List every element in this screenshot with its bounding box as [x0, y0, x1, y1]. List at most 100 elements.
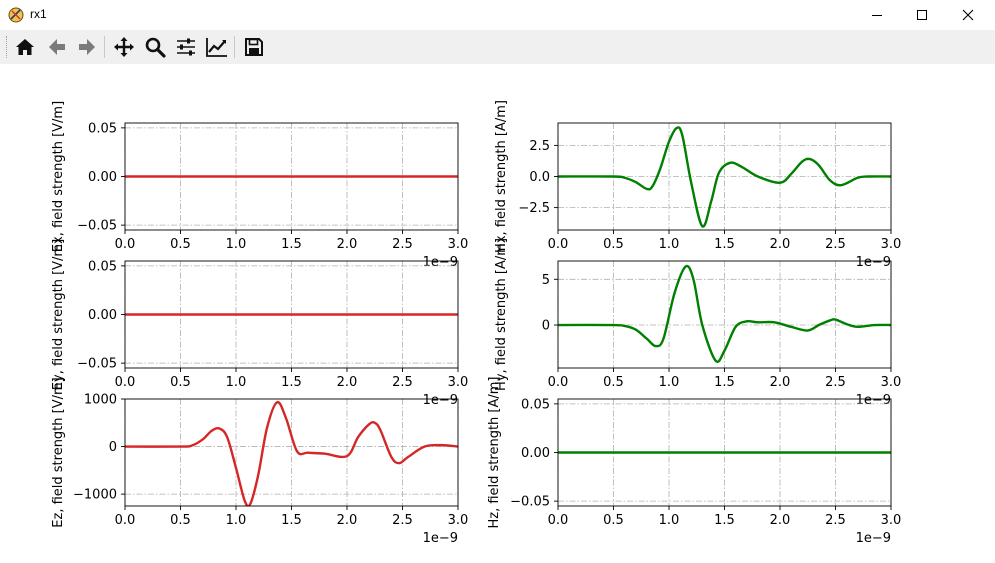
- x-tick-label: 0.0: [115, 513, 136, 528]
- x-tick-label: 0.5: [603, 237, 624, 252]
- back-arrow-icon: [49, 39, 65, 55]
- series-line: [558, 126, 891, 228]
- y-tick-label: 5: [542, 273, 550, 288]
- toolbar-grip: [6, 36, 10, 58]
- series-line: [125, 401, 458, 506]
- figure-svg: 0.0 0.5 1.0 1.5 2.0 2.5 3.00.050.00−0.051e−9Ex…: [51, 100, 901, 546]
- y-tick-label: 0.0: [529, 170, 550, 185]
- x-tick-label: 0.5: [170, 375, 191, 390]
- x-tick-label: 2.0: [337, 375, 358, 390]
- x-tick-label: 2.0: [770, 513, 791, 528]
- zoom-icon: [145, 37, 166, 58]
- forward-button[interactable]: [74, 34, 100, 60]
- x-tick-label: 2.5: [825, 237, 846, 252]
- subplot-4: 0.0 0.5 1.0 1.5 2.0 2.5 3.0 5 0 1e−9 Hy, field str…: [494, 238, 901, 408]
- back-button[interactable]: [44, 34, 70, 60]
- configure-subplots-button[interactable]: [173, 34, 199, 60]
- x-tick-label: 1.0: [226, 513, 247, 528]
- x-tick-label: 1.0: [659, 237, 680, 252]
- window-right-edge: [979, 64, 995, 563]
- x-tick-label: 3.0: [881, 513, 902, 528]
- subplot-6: 0.0 0.5 1.0 1.5 2.0 2.5 3.0 0.05 0.00 −0.05 1e−9 Hz…: [487, 376, 901, 546]
- x-tick-label: 0.0: [115, 237, 136, 252]
- x-tick-label: 1.5: [281, 237, 302, 252]
- x-tick-label: 2.5: [392, 237, 413, 252]
- x-tick-label: 0.5: [170, 513, 191, 528]
- maximize-icon: [917, 10, 927, 20]
- y-axis-label: Ez, field strength [V/m]: [51, 377, 66, 527]
- x-tick-label: 0.0: [548, 513, 569, 528]
- x-tick-label: 0.5: [170, 237, 191, 252]
- x-tick-label: 0.5: [603, 513, 624, 528]
- home-icon: [16, 39, 34, 55]
- x-tick-label: 2.0: [770, 237, 791, 252]
- zoom-button[interactable]: [142, 34, 168, 60]
- edit-axis-icon: [206, 38, 227, 57]
- y-tick-label: 0: [542, 319, 550, 334]
- x-tick-label: 2.5: [392, 375, 413, 390]
- save-icon: [245, 38, 263, 56]
- y-tick-label: 0.00: [88, 308, 117, 323]
- x-tick-label: 1.0: [659, 375, 680, 390]
- figure-canvas[interactable]: 0.0 0.5 1.0 1.5 2.0 2.5 3.0 0.05 0.00 −0.05 1e−9 Ex…: [0, 64, 979, 558]
- x-tick-label: 1.5: [714, 375, 735, 390]
- x-tick-label: 2.5: [825, 375, 846, 390]
- subplot-2: 0.0 0.5 1.0 1.5 2.0 2.5 3.0 2.5 0.0 −2.5 1e−9 Hx, f…: [494, 100, 901, 270]
- minimize-icon: [872, 15, 882, 16]
- window-title: rx1: [30, 7, 47, 21]
- configure-subplots-icon: [177, 38, 195, 56]
- y-tick-label: −2.5: [518, 201, 550, 216]
- subplot-3: 0.0 0.5 1.0 1.5 2.0 2.5 3.0 0.05 0.00 −0.05 1e−9 Ey…: [51, 239, 468, 408]
- y-axis-label: Ex, field strength [V/m]: [51, 101, 66, 252]
- x-tick-label: 1.5: [714, 237, 735, 252]
- x-offset-label: 1e−9: [423, 393, 458, 408]
- y-axis-label: Ey, field strength [V/m]: [51, 239, 66, 390]
- y-tick-label: −0.05: [77, 357, 117, 372]
- subplot-5: 0.0 0.5 1.0 1.5 2.0 2.5 3.0 1000 0 −1000 1e−9 Ez, f…: [51, 377, 468, 546]
- pan-button[interactable]: [111, 34, 137, 60]
- y-axis-label: Hx, field strength [A/m]: [494, 100, 509, 253]
- x-tick-label: 3.0: [881, 375, 902, 390]
- home-button[interactable]: [12, 34, 38, 60]
- x-tick-label: 1.5: [281, 513, 302, 528]
- y-tick-label: 0.05: [88, 121, 117, 136]
- y-axis-label: Hy, field strength [A/m]: [494, 238, 509, 391]
- close-button[interactable]: [945, 0, 991, 30]
- y-tick-label: 0.00: [88, 170, 117, 185]
- y-tick-label: 2.5: [529, 139, 550, 154]
- maximize-button[interactable]: [899, 0, 945, 30]
- save-button[interactable]: [241, 34, 267, 60]
- y-tick-label: 0: [109, 440, 117, 455]
- y-tick-label: −1000: [73, 488, 117, 503]
- edit-axis-button[interactable]: [204, 34, 230, 60]
- x-tick-label: 0.0: [548, 237, 569, 252]
- x-tick-label: 3.0: [881, 237, 902, 252]
- x-tick-label: 3.0: [448, 513, 469, 528]
- x-tick-label: 0.0: [548, 375, 569, 390]
- x-tick-label: 1.0: [226, 237, 247, 252]
- x-tick-label: 2.5: [825, 513, 846, 528]
- x-tick-label: 0.5: [603, 375, 624, 390]
- x-tick-label: 0.0: [115, 375, 136, 390]
- x-offset-label: 1e−9: [423, 531, 458, 546]
- app-logo-icon: [8, 7, 24, 23]
- y-tick-label: 0.05: [521, 397, 550, 412]
- x-tick-label: 2.0: [337, 237, 358, 252]
- window-bottom-edge: [0, 558, 995, 563]
- minimize-button[interactable]: [854, 0, 900, 30]
- x-tick-label: 1.0: [226, 375, 247, 390]
- toolbar-separator: [234, 36, 235, 58]
- y-tick-label: −0.05: [510, 495, 550, 510]
- x-offset-label: 1e−9: [856, 393, 891, 408]
- forward-arrow-icon: [79, 39, 95, 55]
- close-icon: [962, 9, 974, 21]
- x-offset-label: 1e−9: [856, 255, 891, 270]
- series-line: [558, 264, 891, 363]
- x-tick-label: 2.0: [770, 375, 791, 390]
- x-offset-label: 1e−9: [423, 255, 458, 270]
- subplot-1: 0.0 0.5 1.0 1.5 2.0 2.5 3.0 0.05 0.00 −0.05 1e−9 Ex…: [51, 101, 468, 270]
- x-tick-label: 3.0: [448, 375, 469, 390]
- x-offset-label: 1e−9: [856, 531, 891, 546]
- x-tick-label: 3.0: [448, 237, 469, 252]
- x-tick-label: 1.0: [659, 513, 680, 528]
